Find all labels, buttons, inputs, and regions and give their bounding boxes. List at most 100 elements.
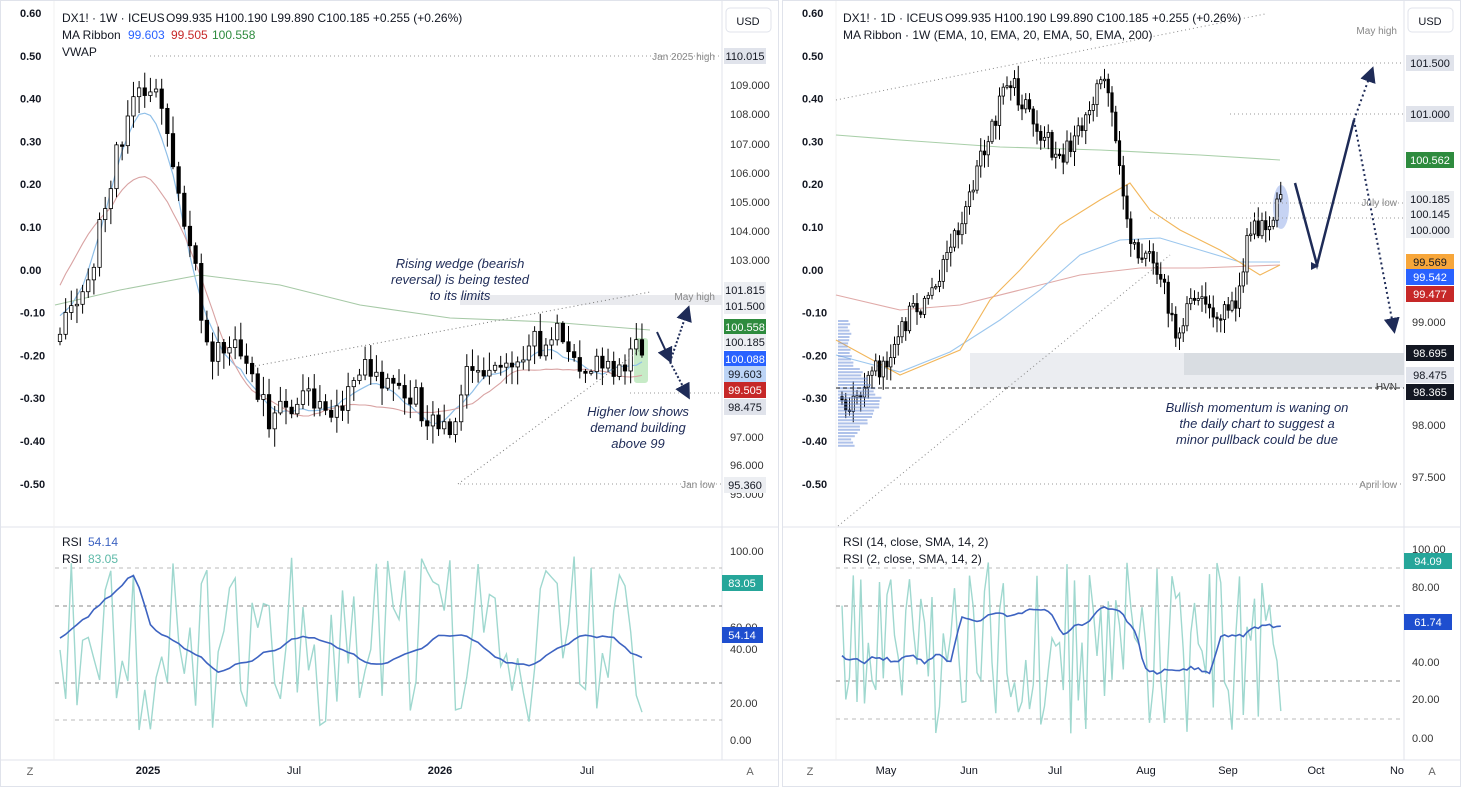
right-ema-200 — [835, 134, 1281, 161]
right-volume-profile-bar — [838, 393, 876, 396]
right-currency-button[interactable] — [1407, 7, 1454, 33]
right-volume-profile-bar — [838, 377, 868, 380]
left-candle-body — [639, 339, 645, 356]
right-candle-body — [1219, 318, 1223, 321]
left-price-badge-text-3: 100.558 — [725, 322, 765, 334]
left-candle-body — [86, 279, 91, 293]
left-left-axis-label-9: -0.30 — [20, 393, 45, 405]
right-volume-profile-bar — [838, 332, 852, 335]
right-candle-body — [1170, 312, 1174, 316]
right-volume-profile-bar — [838, 374, 862, 377]
left-candle-body — [509, 362, 515, 368]
left-price-badge-4 — [724, 334, 766, 350]
left-candle-body — [120, 144, 125, 147]
right-candle-body — [1009, 85, 1013, 89]
left-candle-body — [498, 364, 503, 368]
left-legend-title: DX1! · 1W · ICEUS — [62, 11, 165, 25]
left-candle-body — [63, 312, 68, 335]
right-candle-body — [956, 230, 960, 236]
left-corner-a[interactable]: A — [746, 766, 754, 778]
right-level-july-low: July low — [1361, 198, 1397, 209]
left-wedge-lower — [457, 349, 641, 485]
left-price-tick: 105.000 — [730, 197, 770, 209]
left-price-badge-5 — [724, 351, 766, 367]
left-candle-body — [295, 403, 300, 415]
right-candle-body — [1102, 78, 1107, 82]
left-left-axis-label-5: 0.10 — [20, 222, 41, 234]
right-volume-profile-bar — [838, 368, 860, 370]
left-rsi-badge-2-text: 54.14 — [728, 630, 756, 642]
left-candle-body — [80, 291, 85, 305]
right-candle-body — [922, 297, 927, 315]
right-candle-body — [1189, 297, 1193, 305]
left-left-axis-label-7: -0.10 — [20, 308, 45, 320]
right-arrow-path — [1293, 119, 1356, 270]
left-candle-body — [600, 355, 605, 369]
right-corner-a[interactable]: A — [1428, 766, 1436, 778]
right-candle-body — [937, 280, 942, 287]
left-candle-body — [572, 351, 577, 358]
left-corner-z[interactable]: Z — [27, 766, 34, 778]
right-rsi-tick-3: 40.00 — [1412, 657, 1440, 669]
left-currency-label[interactable]: USD — [736, 16, 759, 28]
left-time-label-3: Jul — [580, 765, 594, 777]
right-currency-label[interactable]: USD — [1418, 16, 1441, 28]
right-volume-profile-bar — [838, 323, 851, 326]
left-candle-body — [374, 371, 379, 377]
left-candle-body — [436, 414, 441, 430]
right-price-badge-text-7: 99.542 — [1413, 272, 1447, 284]
left-price-badge-text-8: 98.475 — [728, 402, 762, 414]
left-price-badge-7 — [724, 382, 766, 398]
right-support-zone-inner — [1184, 353, 1404, 375]
right-candle-body — [926, 294, 930, 299]
right-price-badge-text-6: 99.569 — [1413, 257, 1447, 269]
right-time-label-3: Aug — [1136, 765, 1156, 777]
left-candle-body — [430, 414, 436, 427]
left-price-badge-3 — [724, 319, 766, 335]
left-price-badge-2 — [724, 298, 766, 314]
right-volume-profile-bar — [838, 400, 880, 402]
left-candle-body — [278, 400, 283, 414]
right-price-tick: 98.000 — [1412, 420, 1446, 432]
left-left-axis-label-2: 0.40 — [20, 94, 41, 106]
left-candle-body — [379, 371, 385, 389]
left-candle-body — [249, 362, 255, 375]
right-volume-profile-bar — [838, 339, 850, 342]
left-price-tick: 97.000 — [730, 432, 764, 444]
left-may-high-zone — [460, 295, 722, 305]
right-volume-profile-bar — [838, 358, 851, 361]
right-candle-body — [1020, 104, 1024, 110]
left-candle-body — [176, 166, 181, 194]
right-candle-body — [1271, 219, 1275, 227]
left-rsi-badge-1-text: 83.05 — [728, 578, 756, 590]
left-price-badge-text-2: 101.500 — [725, 301, 765, 313]
right-candle-body — [967, 191, 972, 208]
right-rsi-badge-2 — [1404, 614, 1452, 630]
left-price-badge-9 — [724, 477, 766, 493]
right-candle-body — [994, 120, 998, 126]
left-panel-frame — [0, 0, 779, 787]
right-price-badge-text-1: 101.000 — [1410, 109, 1450, 121]
right-volume-profile-bar — [838, 329, 850, 332]
left-rsi-value-1: 54.14 — [88, 535, 118, 549]
left-candle-body — [408, 397, 413, 405]
left-candle-body — [560, 322, 565, 343]
left-candle-body — [210, 341, 215, 362]
right-price-badge-5 — [1406, 222, 1454, 238]
left-rsi-tick-3: 20.00 — [730, 698, 758, 710]
right-price-badge-text-3: 100.185 — [1410, 194, 1450, 206]
right-candle-body — [986, 141, 990, 156]
right-corner-z[interactable]: Z — [807, 766, 814, 778]
right-volume-profile-bar — [838, 371, 863, 374]
right-candle-body — [1106, 78, 1110, 94]
right-candle-body — [1267, 226, 1272, 231]
right-price-badge-text-0: 101.500 — [1410, 58, 1450, 70]
right-candle-body — [1151, 251, 1155, 264]
left-candle-body — [555, 322, 560, 341]
left-price-tick: 96.000 — [730, 460, 764, 472]
left-currency-button[interactable] — [725, 7, 772, 33]
right-left-axis-label-4: 0.20 — [802, 179, 823, 191]
right-volume-profile-bar — [838, 435, 855, 438]
right-candle-body — [1054, 153, 1058, 158]
